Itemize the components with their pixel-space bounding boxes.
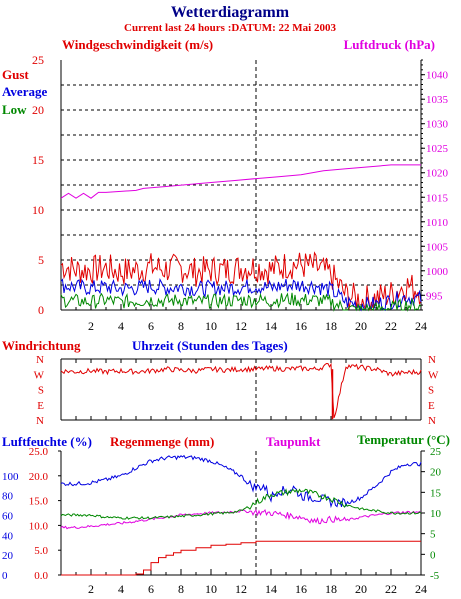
direction-tick-label-left: S <box>38 385 44 397</box>
series-regenmenge-line <box>61 540 421 576</box>
humidity-x-tick-label: 24 <box>415 582 427 596</box>
temperature-tick-label: -5 <box>430 570 440 582</box>
wind-y-tick-label: 5 <box>38 253 44 267</box>
wind-x-tick-label: 18 <box>325 319 337 333</box>
series-luftfeuchte-line <box>60 454 422 509</box>
humidity-tick-label: 80 <box>2 491 14 503</box>
wind-x-tick-label: 22 <box>385 319 397 333</box>
wind-y-tick-label: 25 <box>32 53 44 67</box>
humidity-x-tick-label: 6 <box>148 582 154 596</box>
wind-x-tick-label: 12 <box>235 319 247 333</box>
direction-tick-label-right: W <box>428 369 439 381</box>
pressure-tick-label: 995 <box>426 290 443 302</box>
humidity-tick-label: 40 <box>2 530 14 542</box>
rain-tick-label: 15.0 <box>29 496 49 508</box>
wind-x-tick-label: 10 <box>205 319 217 333</box>
series-taupunkt-line <box>60 508 422 530</box>
humidity-x-tick-label: 10 <box>205 582 217 596</box>
direction-tick-label-left: E <box>37 400 44 412</box>
series-low-line <box>60 292 422 312</box>
humidity-x-tick-label: 20 <box>355 582 367 596</box>
humidity-tick-label: 100 <box>2 471 19 483</box>
humidity-x-tick-label: 4 <box>118 582 124 596</box>
humidity-x-tick-label: 8 <box>178 582 184 596</box>
rain-tick-label: 5.0 <box>34 545 48 557</box>
wind-y-tick-label: 20 <box>32 103 44 117</box>
temperature-tick-label: 25 <box>430 446 442 458</box>
temperature-tick-label: 0 <box>430 549 436 561</box>
series-average-line <box>60 278 422 312</box>
temperature-tick-label: 20 <box>430 467 442 479</box>
time-axis-label: Uhrzeit (Stunden des Tages) <box>132 338 288 353</box>
pressure-tick-label: 1020 <box>426 168 449 180</box>
chart-title: Wetterdiagramm <box>171 4 290 21</box>
plot-layer <box>60 164 422 576</box>
wind-direction-label: Windrichtung <box>2 338 81 353</box>
wind-speed-label: Windgeschwindigkeit (m/s) <box>62 37 213 52</box>
rain-tick-label: 0.0 <box>34 570 48 582</box>
humidity-x-tick-label: 18 <box>325 582 337 596</box>
pressure-tick-label: 1000 <box>426 266 449 278</box>
wind-x-tick-label: 6 <box>148 319 154 333</box>
temperature-tick-label: 10 <box>430 508 442 520</box>
direction-tick-label-right: E <box>428 400 435 412</box>
wind-x-tick-label: 16 <box>295 319 307 333</box>
wind-x-tick-label: 8 <box>178 319 184 333</box>
rain-tick-label: 25.0 <box>29 446 49 458</box>
wind-x-tick-label: 24 <box>415 319 427 333</box>
legend-gust: Gust <box>2 67 29 82</box>
humidity-x-tick-label: 12 <box>235 582 247 596</box>
pressure-label: Luftdruck (hPa) <box>344 37 435 52</box>
direction-tick-label-left: N <box>36 354 44 366</box>
temperature-label: Temperatur (°C) <box>357 432 450 447</box>
legend-average: Average <box>2 84 47 99</box>
direction-tick-label-right: N <box>428 415 436 427</box>
series-windrichtung-line <box>60 362 422 418</box>
direction-tick-label-right: S <box>428 385 434 397</box>
wind-y-tick-label: 10 <box>32 203 44 217</box>
wind-x-tick-label: 14 <box>265 319 277 333</box>
direction-tick-label-right: N <box>428 354 436 366</box>
pressure-tick-label: 1010 <box>426 217 449 229</box>
pressure-tick-label: 1025 <box>426 143 449 155</box>
temperature-tick-label: 5 <box>430 529 436 541</box>
pressure-tick-label: 1015 <box>426 192 449 204</box>
wind-y-tick-label: 15 <box>32 153 44 167</box>
pressure-tick-label: 1030 <box>426 119 449 131</box>
axes-layer: 0510152025995100010051010101510201025103… <box>2 53 449 596</box>
temperature-tick-label: 15 <box>430 487 442 499</box>
humidity-x-tick-label: 16 <box>295 582 307 596</box>
series-temperatur-line <box>60 488 422 520</box>
pressure-tick-label: 1035 <box>426 94 449 106</box>
chart-subtitle: Current last 24 hours :DATUM: 22 Mai 200… <box>124 22 336 34</box>
humidity-x-tick-label: 2 <box>88 582 94 596</box>
legend-low: Low <box>2 102 27 117</box>
pressure-tick-label: 1040 <box>426 70 449 82</box>
pressure-tick-label: 1005 <box>426 241 449 253</box>
dewpoint-label: Taupunkt <box>266 434 321 449</box>
direction-tick-label-left: N <box>36 415 44 427</box>
series-gust-line <box>60 251 422 311</box>
rain-tick-label: 20.0 <box>29 471 49 483</box>
wind-x-tick-label: 4 <box>118 319 124 333</box>
humidity-tick-label: 0 <box>2 570 8 582</box>
direction-tick-label-left: W <box>34 369 45 381</box>
humidity-tick-label: 20 <box>2 550 14 562</box>
humidity-label: Luftfeuchte (%) <box>2 434 92 449</box>
rain-tick-label: 10.0 <box>29 520 49 532</box>
series-luftdruck-line <box>60 164 421 199</box>
humidity-x-tick-label: 14 <box>265 582 277 596</box>
rain-label: Regenmenge (mm) <box>110 434 214 449</box>
wind-x-tick-label: 2 <box>88 319 94 333</box>
wind-y-tick-label: 0 <box>38 303 44 317</box>
humidity-tick-label: 60 <box>2 510 14 522</box>
humidity-x-tick-label: 22 <box>385 582 397 596</box>
wind-x-tick-label: 20 <box>355 319 367 333</box>
